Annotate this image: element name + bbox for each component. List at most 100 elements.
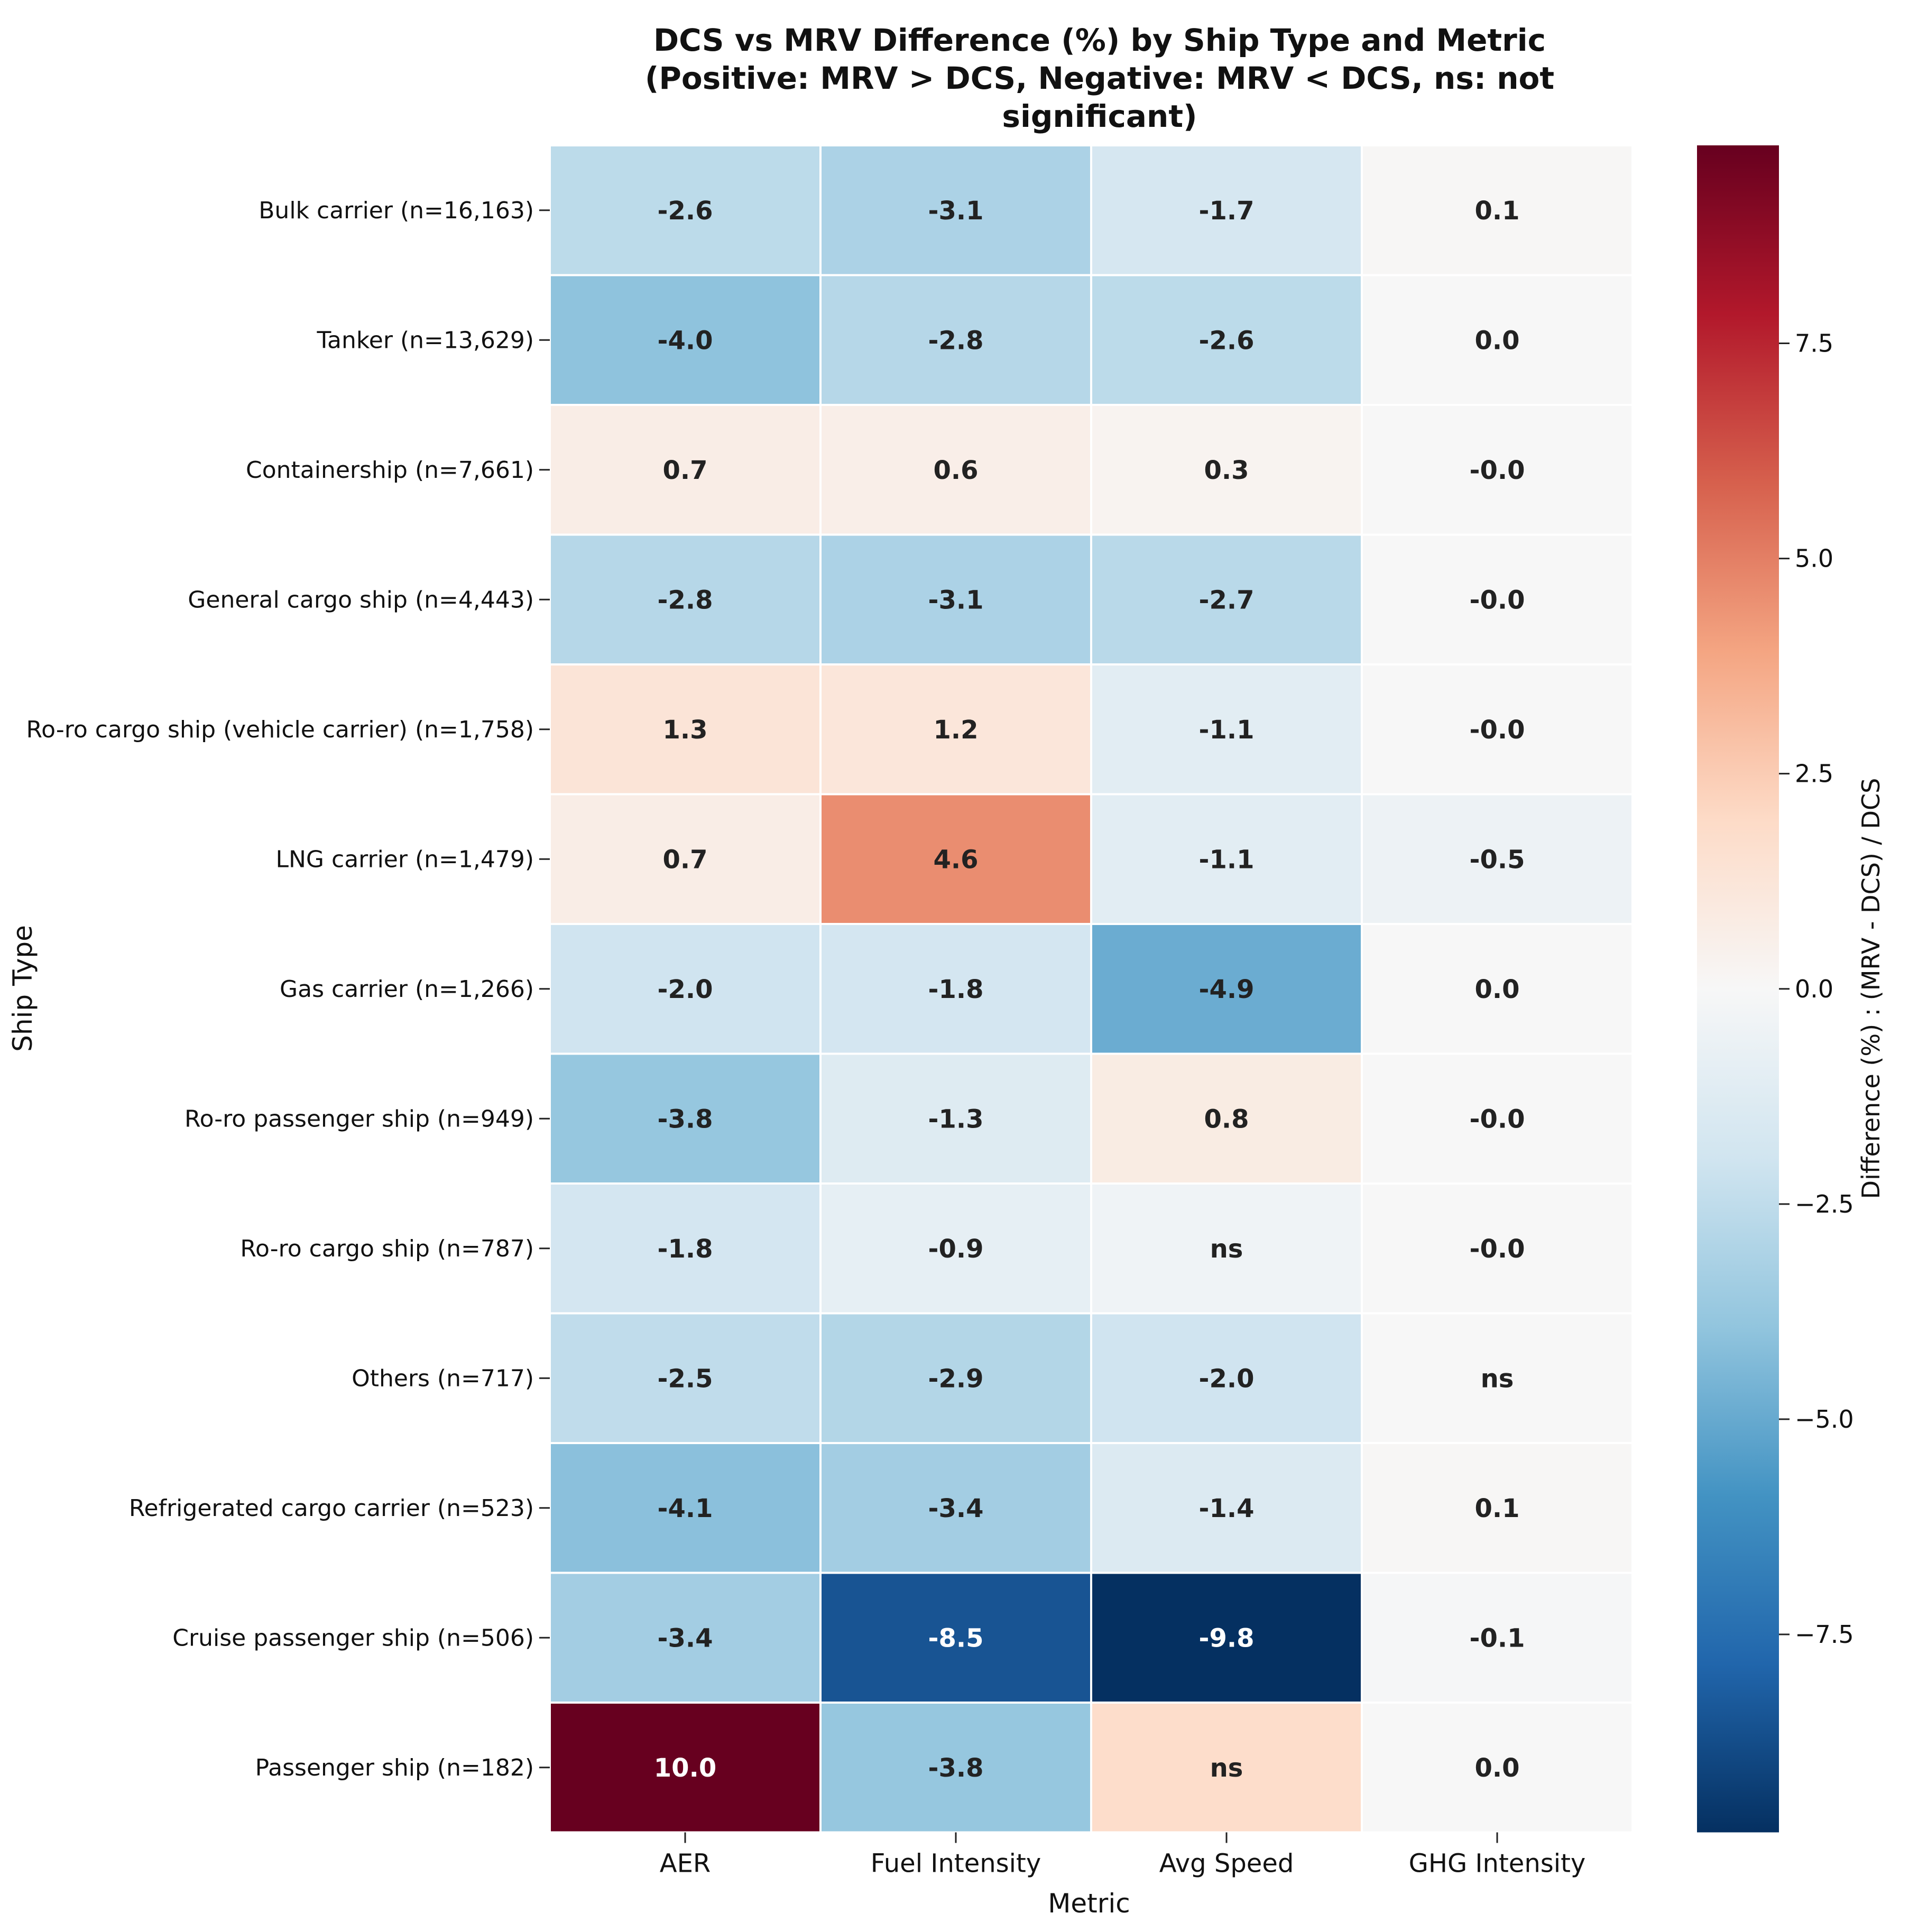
cell-value-label: -2.6	[658, 196, 713, 226]
y-axis: Bulk carrier (n=16,163) Tanker (n=13,629)…	[26, 197, 550, 1781]
heatmap-cell	[1090, 274, 1363, 406]
heatmap-cell	[549, 663, 822, 796]
cell-value-label: -3.4	[658, 1623, 713, 1653]
cell-value-label: -1.1	[1199, 845, 1255, 874]
cell-value-label: ns	[1210, 1753, 1243, 1783]
cell-value-label: -2.0	[1199, 1364, 1255, 1393]
heatmap-cell	[1361, 1182, 1634, 1315]
heatmap-cells	[549, 144, 1634, 1834]
y-tick-label: Cruise passenger ship (n=506)	[172, 1624, 534, 1651]
cell-value-label: -1.8	[658, 1234, 713, 1264]
cell-value-label: -3.1	[928, 585, 984, 615]
y-tick-label: Ro-ro cargo ship (n=787)	[240, 1235, 534, 1262]
chart-subtitle: (Positive: MRV > DCS, Negative: MRV < DC…	[644, 60, 1555, 134]
cell-value-label: 4.6	[933, 845, 978, 874]
heatmap-cell	[1090, 1182, 1363, 1315]
heatmap-cell	[549, 1182, 822, 1315]
colorbar-tick-label: −7.5	[1795, 1620, 1854, 1649]
colorbar-gradient	[1697, 145, 1779, 1833]
y-axis-label: Ship Type	[7, 925, 38, 1052]
heatmap-cell	[819, 1052, 1092, 1185]
x-tick-label: AER	[660, 1849, 711, 1879]
heatmap-cell	[549, 1572, 822, 1704]
cell-value-label: 10.0	[654, 1753, 716, 1783]
cell-value-label: -0.0	[1470, 585, 1525, 615]
colorbar-tick-label: −5.0	[1795, 1405, 1854, 1434]
cell-value-label: -1.1	[1199, 715, 1255, 745]
heatmap-cell	[819, 793, 1092, 925]
y-tick-label: Ro-ro passenger ship (n=949)	[185, 1105, 534, 1132]
heatmap-cell	[549, 923, 822, 1055]
colorbar-tick-label: −2.5	[1795, 1190, 1854, 1218]
cell-value-label: 0.0	[1474, 975, 1519, 1004]
colorbar-tick-label: 5.0	[1795, 544, 1833, 573]
cell-value-label: -8.5	[928, 1623, 984, 1653]
cell-value-label: -0.0	[1470, 1104, 1525, 1134]
heatmap-cell	[819, 663, 1092, 796]
heatmap-cell	[1090, 663, 1363, 796]
y-tick-label: Bulk carrier (n=16,163)	[259, 197, 534, 224]
cell-value-label: -9.8	[1199, 1623, 1255, 1653]
cell-value-label: 0.0	[1474, 326, 1519, 355]
y-tick-label: LNG carrier (n=1,479)	[276, 846, 534, 873]
cell-value-label: 0.6	[933, 456, 978, 485]
cell-value-label: -2.7	[1199, 585, 1255, 615]
y-tick-label: Gas carrier (n=1,266)	[280, 976, 534, 1003]
cell-value-label: -0.1	[1470, 1623, 1525, 1653]
cell-value-label: 1.2	[933, 715, 978, 745]
heatmap-cell	[819, 1702, 1092, 1834]
cell-value-label: -4.9	[1199, 975, 1255, 1004]
colorbar-tick-label: 0.0	[1795, 975, 1833, 1003]
heatmap-cell	[549, 793, 822, 925]
cell-value-label: 0.7	[662, 456, 707, 485]
heatmap-cell	[1361, 923, 1634, 1055]
cell-value-label: -2.5	[658, 1364, 713, 1393]
x-tick-label: GHG Intensity	[1409, 1849, 1586, 1879]
cell-value-label: 0.1	[1474, 196, 1519, 226]
heatmap-cell	[1090, 533, 1363, 665]
colorbar-tick-label: 2.5	[1795, 760, 1833, 788]
y-tick-label: Tanker (n=13,629)	[316, 327, 534, 354]
heatmap-cell	[819, 1572, 1092, 1704]
colorbar-label: Difference (%) : (MRV - DCS) / DCS	[1857, 778, 1885, 1199]
cell-value-label: -4.1	[658, 1494, 713, 1523]
heatmap-cell	[1361, 1052, 1634, 1185]
heatmap-cell	[1090, 1702, 1363, 1834]
cell-value-label: -3.8	[658, 1104, 713, 1134]
y-tick-label: Refrigerated cargo carrier (n=523)	[129, 1495, 534, 1522]
cell-value-label: 0.8	[1204, 1104, 1249, 1134]
cell-value-label: -0.0	[1470, 1234, 1525, 1264]
cell-value-label: 0.3	[1204, 456, 1249, 485]
cell-value-label: -3.1	[928, 196, 984, 226]
heatmap-cell	[1361, 404, 1634, 536]
heatmap-cell-labels: -2.6 -3.1 -1.7 0.1 -4.0 -2.8 -2.6 0.0 0.7 0.6 0.3 -…	[654, 196, 1525, 1783]
cell-value-label: -1.8	[928, 975, 984, 1004]
cell-value-label: 0.1	[1474, 1494, 1519, 1523]
cell-value-label: -2.8	[658, 585, 713, 615]
heatmap-cell	[1090, 404, 1363, 536]
heatmap-cell	[1090, 1572, 1363, 1704]
heatmap-cell	[1090, 1052, 1363, 1185]
y-tick-label: Containership (n=7,661)	[246, 457, 534, 484]
heatmap-cell	[1361, 533, 1634, 665]
cell-value-label: -1.7	[1199, 196, 1255, 226]
cell-value-label: 0.7	[662, 845, 707, 874]
heatmap-cell	[1361, 663, 1634, 796]
heatmap-cell	[819, 1312, 1092, 1444]
y-tick-label: Others (n=717)	[352, 1365, 534, 1392]
heatmap-cell	[1361, 274, 1634, 406]
cell-value-label: -3.4	[928, 1494, 984, 1523]
cell-value-label: -2.6	[1199, 326, 1255, 355]
cell-value-label: -3.8	[928, 1753, 984, 1783]
cell-value-label: -0.0	[1470, 715, 1525, 745]
x-axis-label: Metric	[1048, 1888, 1130, 1919]
cell-value-label: -2.8	[928, 326, 984, 355]
y-tick-label: General cargo ship (n=4,443)	[188, 586, 534, 613]
cell-value-label: -0.9	[928, 1234, 984, 1264]
y-tick-label: Ro-ro cargo ship (vehicle carrier) (n=1,…	[26, 716, 534, 743]
heatmap-cell	[819, 923, 1092, 1055]
cell-value-label: ns	[1210, 1234, 1243, 1264]
x-axis: AER Fuel Intensity Avg Speed GHG Intensity	[660, 1832, 1586, 1879]
cell-value-label: 0.0	[1474, 1753, 1519, 1783]
